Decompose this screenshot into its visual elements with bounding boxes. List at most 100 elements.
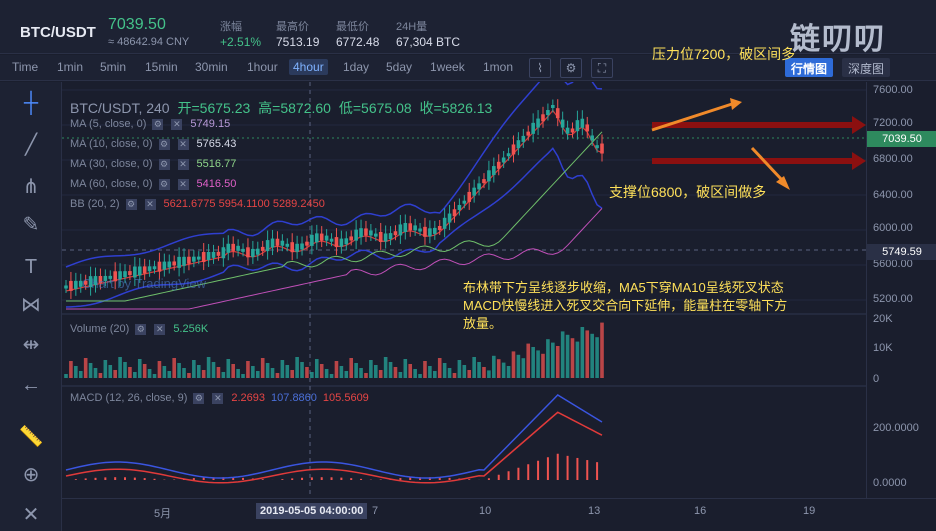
legend-ma5[interactable]: MA (5, close, 0) ⚙ ✕ 5749.15: [70, 118, 231, 130]
macd-histogram-bar: [202, 477, 205, 480]
volume-bar: [93, 368, 98, 378]
volume-bar: [177, 363, 181, 378]
candle-body: [83, 280, 88, 285]
tf-time[interactable]: Time: [12, 60, 39, 74]
pattern-icon[interactable]: ⋈: [21, 294, 41, 316]
legend-ma30[interactable]: MA (30, close, 0) ⚙ ✕ 5516.77: [70, 158, 237, 170]
candle-body: [78, 280, 83, 287]
text-icon[interactable]: T: [24, 256, 38, 278]
x-tick: 13: [588, 505, 601, 517]
volume-bar: [221, 372, 226, 378]
cny-price: ≈ 48642.94 CNY: [108, 36, 190, 48]
crosshair-price-tag: 5749.59: [867, 244, 936, 260]
candle-body: [98, 276, 103, 284]
bb-lower-line: [65, 147, 603, 308]
volume-bar: [373, 365, 378, 378]
macd-line: [65, 394, 603, 479]
volume-bar: [118, 357, 122, 378]
time-axis[interactable]: 5月 2019-05-05 04:00:00 7 10 13 16 19: [62, 498, 936, 531]
macd-histogram-bar: [517, 467, 520, 480]
macd-histogram-bar: [143, 478, 146, 480]
back-arrow-icon[interactable]: ←: [21, 374, 41, 396]
candle-body: [88, 276, 93, 288]
tf-30min[interactable]: 30min: [195, 60, 228, 74]
candle-body: [511, 144, 516, 155]
volume-bar: [442, 363, 447, 378]
pair-name[interactable]: BTC/USDT: [20, 24, 96, 41]
legend-volume[interactable]: Volume (20) ⚙ ✕ 5.256K: [70, 323, 209, 335]
tf-4hour[interactable]: 4hour: [289, 59, 328, 75]
candle-body: [408, 223, 413, 231]
volume-bar: [457, 360, 462, 378]
candle-body: [595, 145, 599, 149]
volume-bar: [477, 362, 481, 378]
candle-body: [462, 200, 467, 204]
legend-macd[interactable]: MACD (12, 26, close, 9) ⚙ ✕ 2.2693 107.8860 1…: [70, 392, 369, 404]
candle-body: [241, 248, 245, 252]
volume-bar: [78, 371, 83, 378]
candle-body: [393, 231, 398, 236]
candle-body: [167, 261, 172, 268]
volume-bar: [369, 360, 373, 378]
macd-histogram-bar: [153, 478, 156, 480]
measure-icon[interactable]: ⇹: [22, 334, 40, 356]
tf-1day[interactable]: 1day: [343, 60, 370, 74]
price-chart[interactable]: [62, 82, 866, 498]
trend-line-icon[interactable]: ╱: [24, 134, 38, 156]
candle-body: [359, 228, 363, 238]
candle-body: [378, 231, 383, 242]
candle-body: [295, 243, 299, 252]
chart-type-icon[interactable]: ⌇: [529, 58, 551, 78]
magnet-icon[interactable]: ✕: [22, 504, 40, 526]
resistance-arrow: [652, 122, 852, 128]
volume-bar: [595, 337, 599, 378]
tf-15min[interactable]: 15min: [145, 60, 178, 74]
tab-market-chart[interactable]: 行情图: [785, 58, 834, 77]
fullscreen-icon[interactable]: ⛶: [591, 58, 613, 78]
crosshair-icon[interactable]: ┼: [23, 92, 39, 114]
macd-histogram-bar: [537, 460, 540, 480]
macd-histogram-bar: [301, 477, 304, 480]
tf-1min[interactable]: 1min: [57, 60, 84, 74]
candle-body: [314, 233, 319, 243]
legend-ma10[interactable]: MA (10, close, 0) ⚙ ✕ 5765.43: [70, 138, 237, 150]
volume-bar: [74, 366, 78, 378]
candle-body: [285, 243, 290, 247]
zoom-in-icon[interactable]: ⊕: [22, 464, 40, 486]
tab-depth-chart[interactable]: 深度图: [842, 58, 891, 77]
tf-5min[interactable]: 5min: [100, 60, 127, 74]
tf-1hour[interactable]: 1hour: [247, 60, 278, 74]
legend-bb[interactable]: BB (20, 2) ⚙ ✕ 5621.6775 5954.1100 5289.245…: [70, 198, 325, 210]
candle-body: [585, 124, 590, 132]
volume-bar: [437, 358, 442, 378]
legend-ma60[interactable]: MA (60, close, 0) ⚙ ✕ 5416.50: [70, 178, 237, 190]
resistance-arrow-head: [852, 116, 866, 134]
candle-body: [526, 131, 531, 136]
tf-5day[interactable]: 5day: [386, 60, 413, 74]
candle-body: [428, 228, 432, 237]
candle-body: [137, 266, 142, 276]
volume-bar: [585, 330, 590, 378]
volume-bar: [590, 333, 594, 378]
candle-body: [364, 228, 368, 236]
tradingview-watermark: Chart by TradingView: [82, 276, 207, 291]
volume-bar: [501, 362, 506, 378]
settings-icon[interactable]: ⚙: [560, 58, 582, 78]
candle-body: [575, 120, 580, 132]
brush-icon[interactable]: ✎: [22, 214, 40, 236]
volume-bar: [226, 359, 231, 378]
volume-bar: [447, 368, 452, 378]
orange-arrow-down-head: [776, 176, 790, 190]
price-axis[interactable]: 7600.00 7200.00 6800.00 6400.00 6000.00 …: [866, 82, 936, 498]
volume-bar: [201, 370, 206, 378]
volume-bar: [172, 358, 176, 378]
pitchfork-icon[interactable]: ⋔: [22, 176, 40, 198]
tf-1mon[interactable]: 1mon: [483, 60, 514, 74]
candle-body: [551, 104, 555, 108]
ruler-icon[interactable]: 📏: [18, 426, 44, 448]
candle-body: [541, 114, 545, 122]
y-tick: 6400.00: [873, 189, 913, 201]
ma60-line: [66, 208, 603, 310]
tf-1week[interactable]: 1week: [430, 60, 465, 74]
